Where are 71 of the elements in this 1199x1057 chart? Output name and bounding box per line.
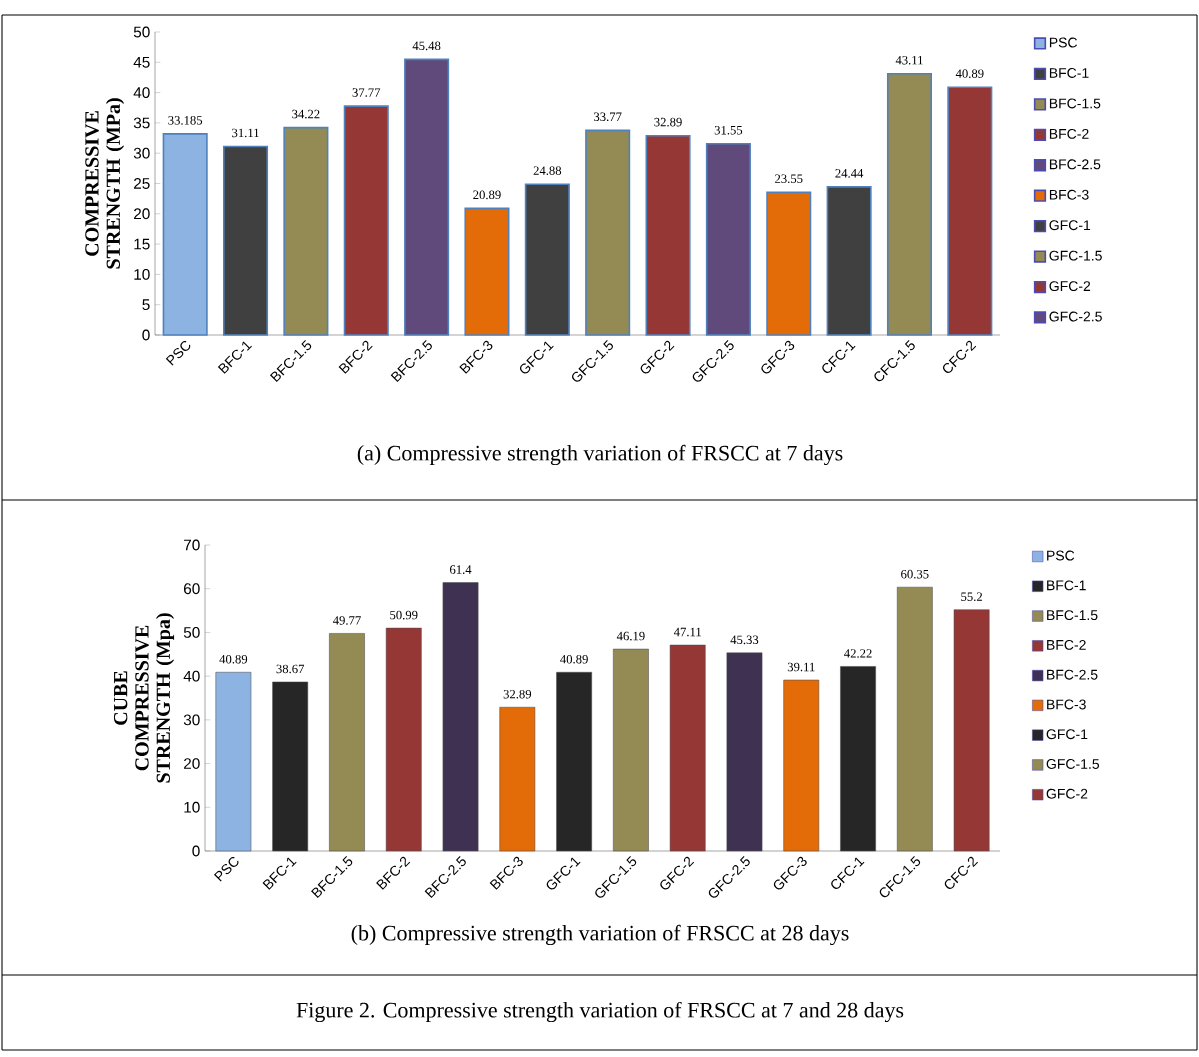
legend-label: BFC-2 bbox=[1047, 639, 1086, 650]
y-tick-label: 50 bbox=[183, 627, 200, 638]
legend-label: GFC-2 bbox=[1049, 281, 1091, 292]
legend-label: GFC-2 bbox=[1046, 788, 1088, 799]
data-label: 23.55 bbox=[775, 174, 803, 184]
legend-label: BFC-2.5 bbox=[1047, 669, 1098, 680]
data-label: 42.22 bbox=[844, 649, 872, 658]
data-label: 46.19 bbox=[616, 631, 645, 641]
data-label: 45.48 bbox=[412, 41, 441, 51]
data-label: 61.4 bbox=[450, 565, 472, 574]
legend-label: BFC-1 bbox=[1049, 68, 1089, 78]
y-tick-label: 30 bbox=[133, 147, 150, 159]
legend-label: GFC-1 bbox=[1049, 220, 1091, 231]
data-label: 33.185 bbox=[168, 116, 203, 125]
legend-label: PSC bbox=[1049, 37, 1078, 48]
data-label: 49.77 bbox=[332, 616, 361, 625]
legend-label: GFC-1.5 bbox=[1046, 759, 1100, 769]
text: (a) Compressive strength variation of FRSCC at 7 days bbox=[357, 444, 843, 466]
data-label: 55.2 bbox=[961, 592, 983, 601]
y-tick-label: 20 bbox=[134, 208, 150, 220]
data-label: 20.89 bbox=[473, 190, 501, 200]
y-tick-label: 50 bbox=[133, 26, 150, 38]
data-label: 33.77 bbox=[594, 112, 622, 122]
data-label: 45.33 bbox=[730, 635, 759, 645]
y-tick-label: 10 bbox=[134, 268, 150, 280]
data-label: 31.55 bbox=[714, 125, 743, 135]
legend-label: BFC-1.5 bbox=[1047, 610, 1098, 621]
data-label: 37.77 bbox=[352, 88, 381, 97]
data-label: 32.89 bbox=[654, 117, 682, 127]
legend-label: BFC-2.5 bbox=[1049, 159, 1101, 170]
y-tick-label: 30 bbox=[183, 714, 200, 726]
text: (b) Compressive strength variation of FRSCC at 28 days bbox=[351, 924, 849, 946]
legend-label: BFC-2 bbox=[1049, 128, 1089, 139]
data-label: 31.11 bbox=[232, 128, 259, 138]
y-axis-title: CUBE COMPRESSIVE STRENGTH (Mpa) bbox=[113, 613, 175, 783]
y-tick-label: 25 bbox=[134, 178, 150, 189]
data-label: 50.99 bbox=[390, 610, 418, 620]
legend-label: BFC-3 bbox=[1047, 699, 1086, 710]
legend-label: BFC-1.5 bbox=[1049, 98, 1101, 109]
y-tick-label: 0 bbox=[192, 845, 200, 857]
data-label: 43.11 bbox=[895, 55, 923, 65]
y-tick-label: 35 bbox=[133, 117, 150, 129]
legend-label: GFC-1.5 bbox=[1049, 250, 1102, 261]
y-axis-title: COMPRESSIVE STRENGTH (MPa) bbox=[85, 98, 125, 269]
data-label: 24.88 bbox=[533, 166, 562, 175]
y-tick-label: 0 bbox=[142, 329, 150, 341]
data-label: 39.11 bbox=[787, 662, 815, 672]
data-label: 32.89 bbox=[503, 689, 532, 699]
data-label: 40.89 bbox=[219, 654, 248, 664]
y-tick-label: 70 bbox=[184, 539, 200, 551]
data-label: 38.67 bbox=[276, 664, 305, 674]
y-tick-label: 15 bbox=[134, 238, 150, 250]
legend-label: PSC bbox=[1047, 550, 1075, 561]
data-label: 60.35 bbox=[901, 569, 929, 579]
data-label: 24.44 bbox=[835, 169, 864, 178]
y-tick-label: 60 bbox=[184, 583, 200, 595]
data-label: 34.22 bbox=[292, 109, 320, 119]
data-label: 40.89 bbox=[560, 654, 588, 664]
data-label: 47.11 bbox=[673, 627, 701, 637]
y-tick-label: 40 bbox=[183, 670, 200, 682]
y-tick-label: 45 bbox=[133, 56, 150, 68]
y-tick-label: 10 bbox=[184, 801, 200, 813]
y-tick-label: 5 bbox=[142, 299, 150, 311]
legend-label: GFC-2.5 bbox=[1049, 311, 1102, 322]
y-tick-label: 40 bbox=[133, 87, 150, 99]
legend-label: BFC-3 bbox=[1049, 189, 1089, 200]
caption: Figure 2. Compressive strength variation of FRSCC at 7 and 28 days bbox=[296, 1001, 904, 1023]
y-tick-label: 20 bbox=[184, 758, 200, 769]
data-label: 40.89 bbox=[955, 69, 984, 78]
legend-label: BFC-1 bbox=[1047, 580, 1086, 591]
legend-label: GFC-1 bbox=[1046, 729, 1088, 740]
